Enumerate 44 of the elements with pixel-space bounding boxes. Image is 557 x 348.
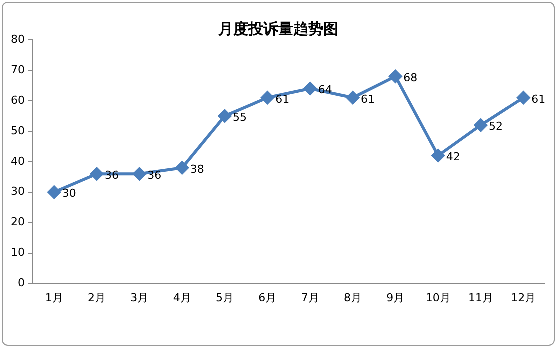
point [90, 168, 104, 181]
y-tick-label: 30 [10, 185, 25, 198]
data-label: 61 [276, 92, 290, 106]
point [432, 149, 445, 162]
data-label: 61 [361, 92, 375, 106]
y-tick-label: 60 [10, 94, 25, 107]
point [176, 161, 189, 174]
y-tick-label: 40 [10, 154, 25, 168]
y-tick-label: 70 [10, 63, 25, 76]
point [474, 118, 488, 132]
point [389, 70, 402, 84]
point [304, 82, 317, 96]
y-tick-label: 20 [10, 216, 25, 229]
point [261, 91, 274, 104]
data-label: 61 [532, 92, 546, 106]
y-tick-label: 50 [10, 124, 25, 138]
data-label: 42 [446, 150, 460, 164]
data-label: 68 [404, 71, 418, 84]
x-tick-label: 9月 [386, 291, 405, 304]
y-tick-label: 0 [18, 276, 25, 290]
data-label: 30 [62, 187, 76, 200]
x-tick-label: 4月 [173, 291, 192, 304]
x-tick-label: 12月 [511, 291, 536, 304]
data-label: 36 [148, 168, 162, 182]
point [133, 168, 146, 181]
x-tick-label: 5月 [216, 291, 234, 304]
x-tick-label: 10月 [426, 291, 451, 304]
x-tick-label: 2月 [88, 291, 106, 304]
y-tick-label: 10 [10, 246, 25, 260]
data-label: 52 [489, 120, 503, 134]
data-label: 38 [190, 162, 204, 176]
x-tick-label: 1月 [45, 291, 64, 304]
x-tick-label: 8月 [344, 291, 362, 304]
y-tick-label: 80 [10, 32, 25, 46]
data-label: 55 [233, 111, 247, 124]
point [346, 91, 360, 104]
chart-title: 月度投诉量趋势图 [218, 20, 338, 38]
x-tick-label: 7月 [301, 291, 320, 304]
x-tick-label: 11月 [468, 291, 494, 304]
point [517, 91, 530, 104]
x-tick-label: 3月 [130, 291, 149, 304]
point [48, 186, 61, 199]
point [218, 110, 232, 123]
x-tick-label: 6月 [258, 291, 277, 304]
